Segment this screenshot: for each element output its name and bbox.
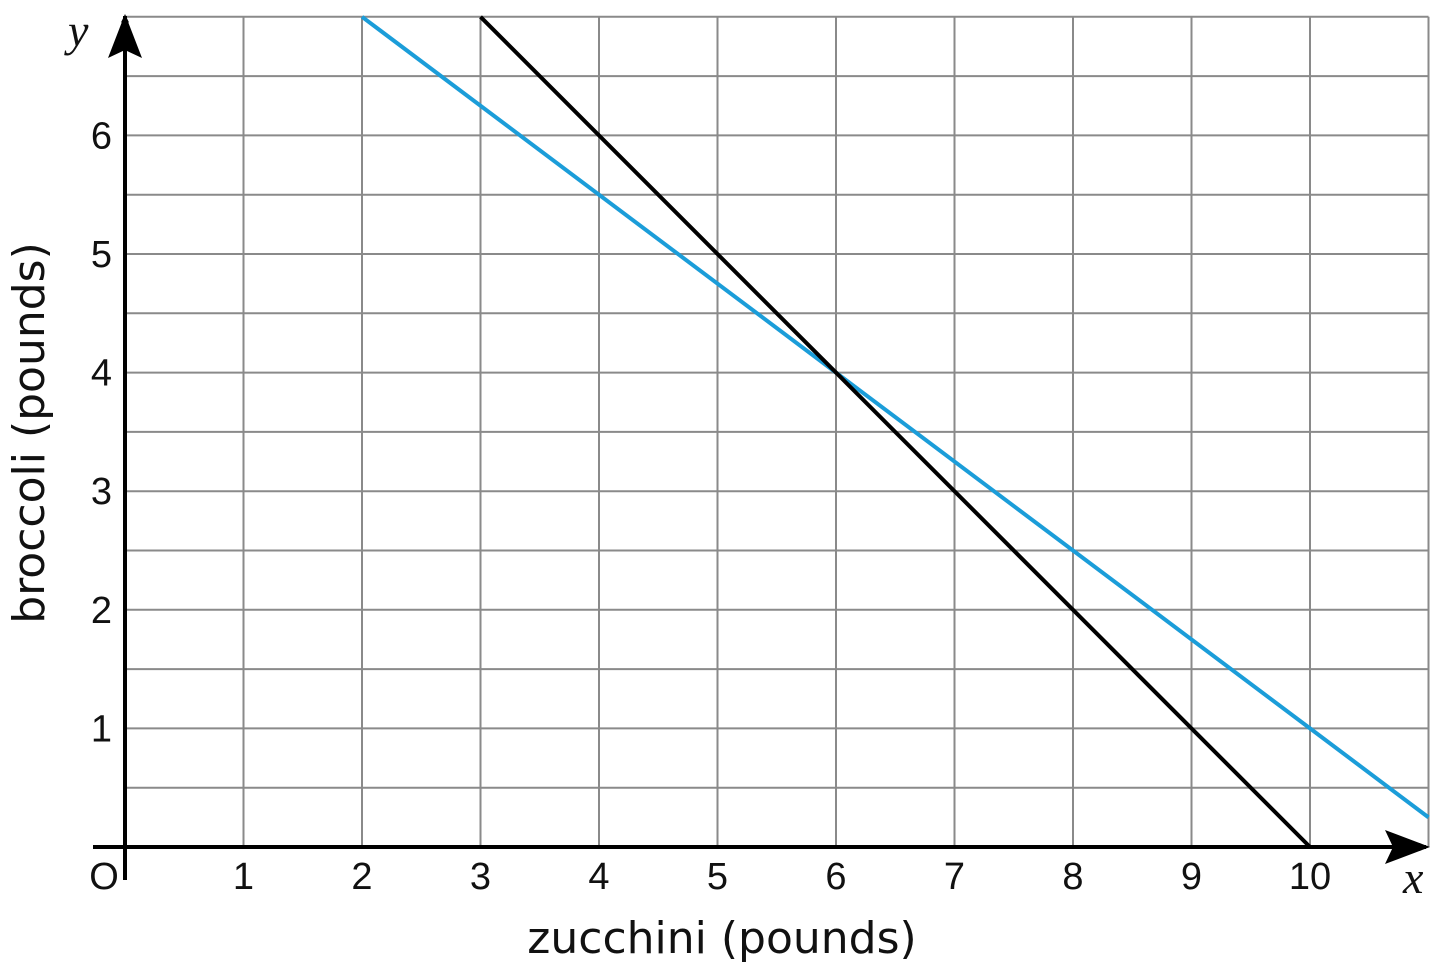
y-tick-label: 6	[91, 115, 112, 157]
x-tick-label: 2	[351, 856, 372, 898]
y-axis-title: broccoli (pounds)	[4, 242, 55, 624]
y-tick-label: 4	[91, 353, 112, 395]
series-line-1	[360, 15, 1430, 819]
y-tick-label: 3	[91, 471, 112, 513]
x-tick-label: 3	[470, 856, 491, 898]
x-tick-label: 10	[1289, 856, 1331, 898]
x-axis-arrow	[1385, 830, 1430, 864]
series-line-2	[479, 15, 1312, 849]
y-tick-label: 5	[91, 234, 112, 276]
x-tick-label: 9	[1181, 856, 1202, 898]
origin-label: O	[89, 856, 119, 898]
x-axis-letter: x	[1402, 852, 1424, 903]
y-axis-arrow	[108, 14, 142, 58]
y-tick-label: 2	[91, 590, 112, 632]
y-axis-letter: y	[64, 5, 89, 56]
grid	[125, 15, 1430, 847]
x-tick-label: 6	[825, 856, 846, 898]
x-tick-label: 7	[944, 856, 965, 898]
tick-labels: 1 2 3 4 5 6 7 8 9 10 1 2 3 4 5 6	[91, 115, 1331, 898]
x-tick-label: 5	[707, 856, 728, 898]
x-axis-title: zucchini (pounds)	[527, 913, 916, 964]
x-tick-label: 4	[588, 856, 609, 898]
y-tick-label: 1	[91, 708, 112, 750]
x-tick-label: 8	[1062, 856, 1083, 898]
x-tick-label: 1	[233, 856, 254, 898]
axes	[93, 14, 1430, 880]
series-group	[360, 15, 1430, 849]
